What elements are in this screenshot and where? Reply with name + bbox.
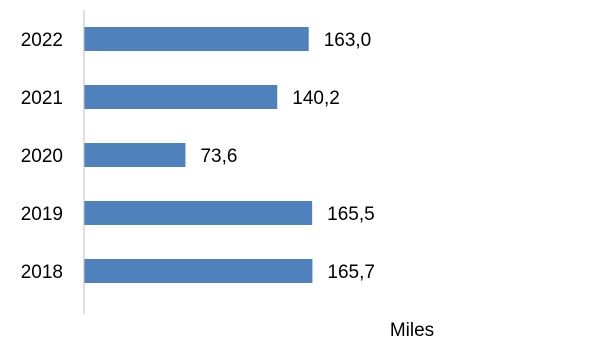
bar-2022 xyxy=(84,27,309,51)
bar-2019 xyxy=(84,201,313,225)
category-labels: 2022 2021 2020 2019 2018 xyxy=(21,30,63,283)
bar-2021 xyxy=(84,85,278,109)
bars xyxy=(84,27,313,283)
value-label-2020: 73,6 xyxy=(200,146,237,167)
value-label-2019: 165,5 xyxy=(327,204,375,225)
category-label-2018: 2018 xyxy=(21,262,63,283)
category-label-2021: 2021 xyxy=(21,88,63,109)
category-label-2019: 2019 xyxy=(21,204,63,225)
value-label-2021: 140,2 xyxy=(292,88,340,109)
category-label-2020: 2020 xyxy=(21,146,63,167)
category-label-2022: 2022 xyxy=(21,30,63,51)
bar-2018 xyxy=(84,259,313,283)
value-labels: 163,0 140,2 73,6 165,5 165,7 xyxy=(200,30,375,283)
bar-2020 xyxy=(84,143,186,167)
value-label-2022: 163,0 xyxy=(324,30,372,51)
value-label-2018: 165,7 xyxy=(327,262,375,283)
x-axis-label: Miles xyxy=(390,320,434,341)
